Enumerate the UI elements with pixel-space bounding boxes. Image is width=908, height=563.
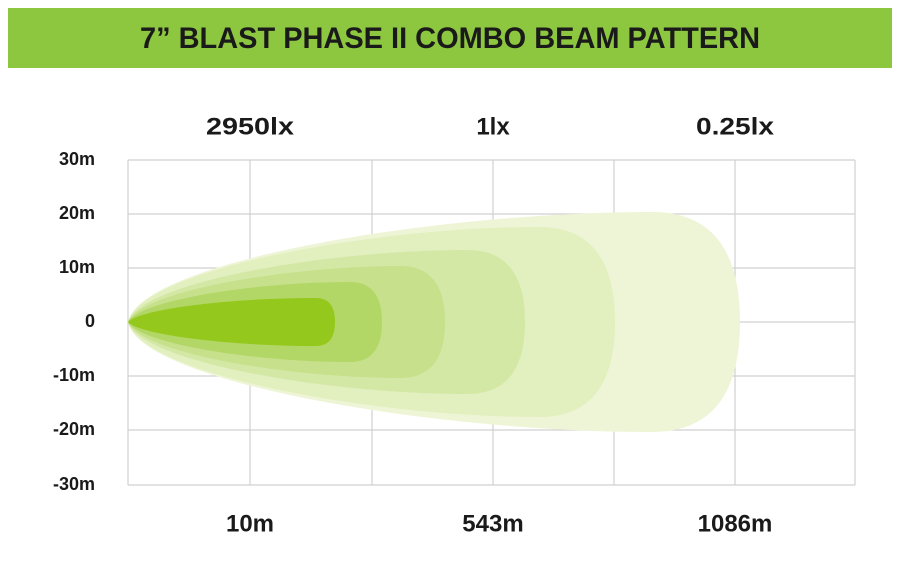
distance-label: 543m	[462, 510, 523, 537]
y-label: -10m	[53, 365, 95, 385]
y-label: 0	[85, 311, 95, 331]
y-label: 20m	[59, 203, 95, 223]
beams	[128, 212, 740, 432]
title-band	[8, 8, 892, 68]
y-label: 30m	[59, 149, 95, 169]
beam-zone	[128, 298, 335, 346]
lux-label: 0.25lx	[696, 113, 775, 140]
title: 7” BLAST PHASE II COMBO BEAM PATTERN	[140, 22, 760, 55]
y-label: 10m	[59, 257, 95, 277]
distance-label: 1086m	[698, 510, 773, 537]
lux-label: 2950lx	[206, 113, 295, 140]
lux-label: 1lx	[476, 113, 510, 140]
y-label: -30m	[53, 474, 95, 494]
y-label: -20m	[53, 419, 95, 439]
distance-label: 10m	[226, 510, 274, 537]
